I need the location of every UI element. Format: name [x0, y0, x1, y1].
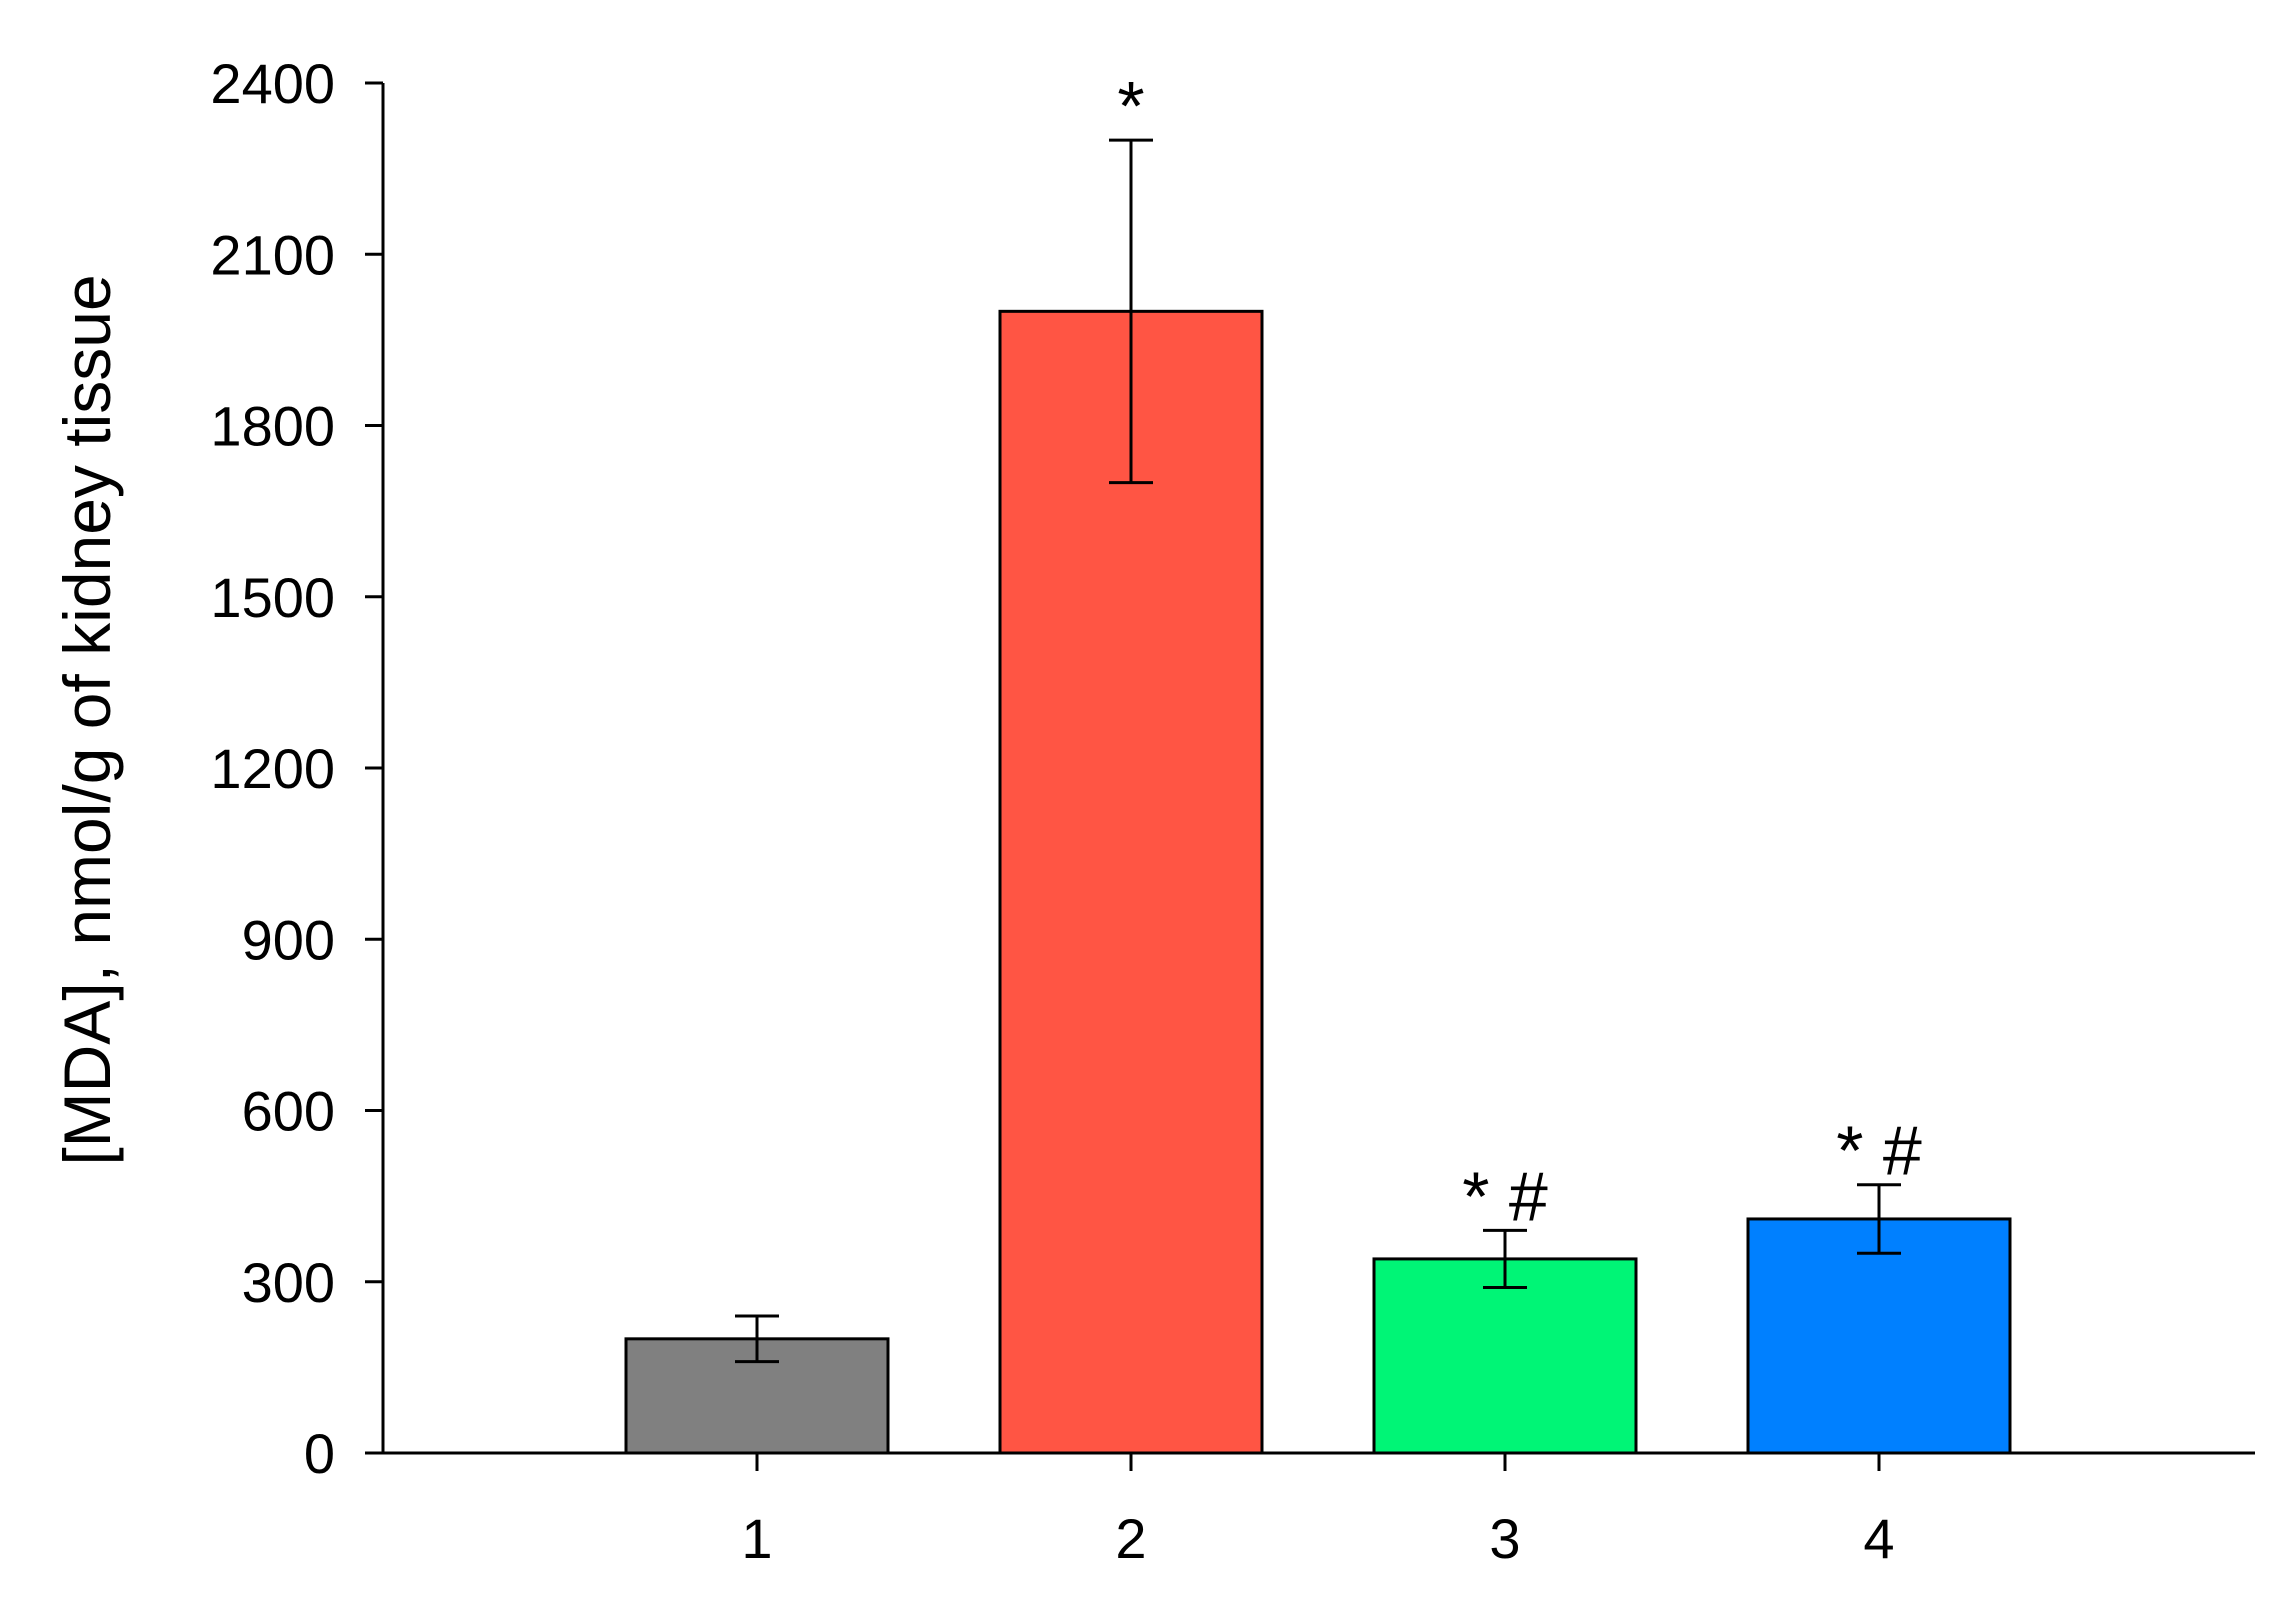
error-bar-1 — [735, 1314, 779, 1364]
y-tick-label: 2400 — [210, 52, 335, 115]
y-tick-label: 1800 — [210, 395, 335, 458]
annotation-3: * # — [1462, 1157, 1548, 1235]
bar-4 — [1746, 1217, 2012, 1455]
x-tick-label: 4 — [1863, 1507, 1894, 1570]
error-bar-2 — [1109, 138, 1153, 485]
y-tick-label: 300 — [242, 1251, 335, 1314]
y-tick-label: 900 — [242, 908, 335, 971]
y-tick-label: 1200 — [210, 737, 335, 800]
x-tick-label: 2 — [1115, 1507, 1146, 1570]
error-bar-4 — [1857, 1183, 1901, 1255]
significance-annotations: * * # * # — [1117, 67, 1922, 1235]
annotation-2: * — [1117, 67, 1144, 145]
annotation-4: * # — [1836, 1112, 1922, 1190]
x-axis-ticks: 1 2 3 4 — [741, 1453, 1895, 1570]
y-axis-label: [MDA], nmol/g of kidney tissue — [50, 274, 124, 1165]
error-bars — [735, 138, 1901, 1364]
bars — [624, 309, 2012, 1455]
y-axis-ticks: 0 300 600 900 1200 1500 1800 2100 2400 — [210, 52, 383, 1485]
x-tick-label: 1 — [741, 1507, 772, 1570]
y-tick-label: 0 — [304, 1422, 335, 1485]
y-tick-label: 600 — [242, 1080, 335, 1143]
y-tick-label: 2100 — [210, 223, 335, 286]
error-bar-3 — [1483, 1228, 1527, 1289]
x-tick-label: 3 — [1489, 1507, 1520, 1570]
y-tick-label: 1500 — [210, 566, 335, 629]
bar-2 — [998, 309, 1264, 1455]
